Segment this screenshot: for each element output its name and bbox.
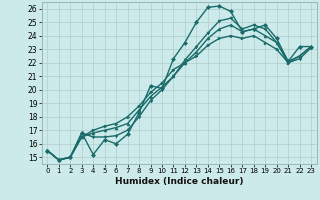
X-axis label: Humidex (Indice chaleur): Humidex (Indice chaleur) [115,177,244,186]
